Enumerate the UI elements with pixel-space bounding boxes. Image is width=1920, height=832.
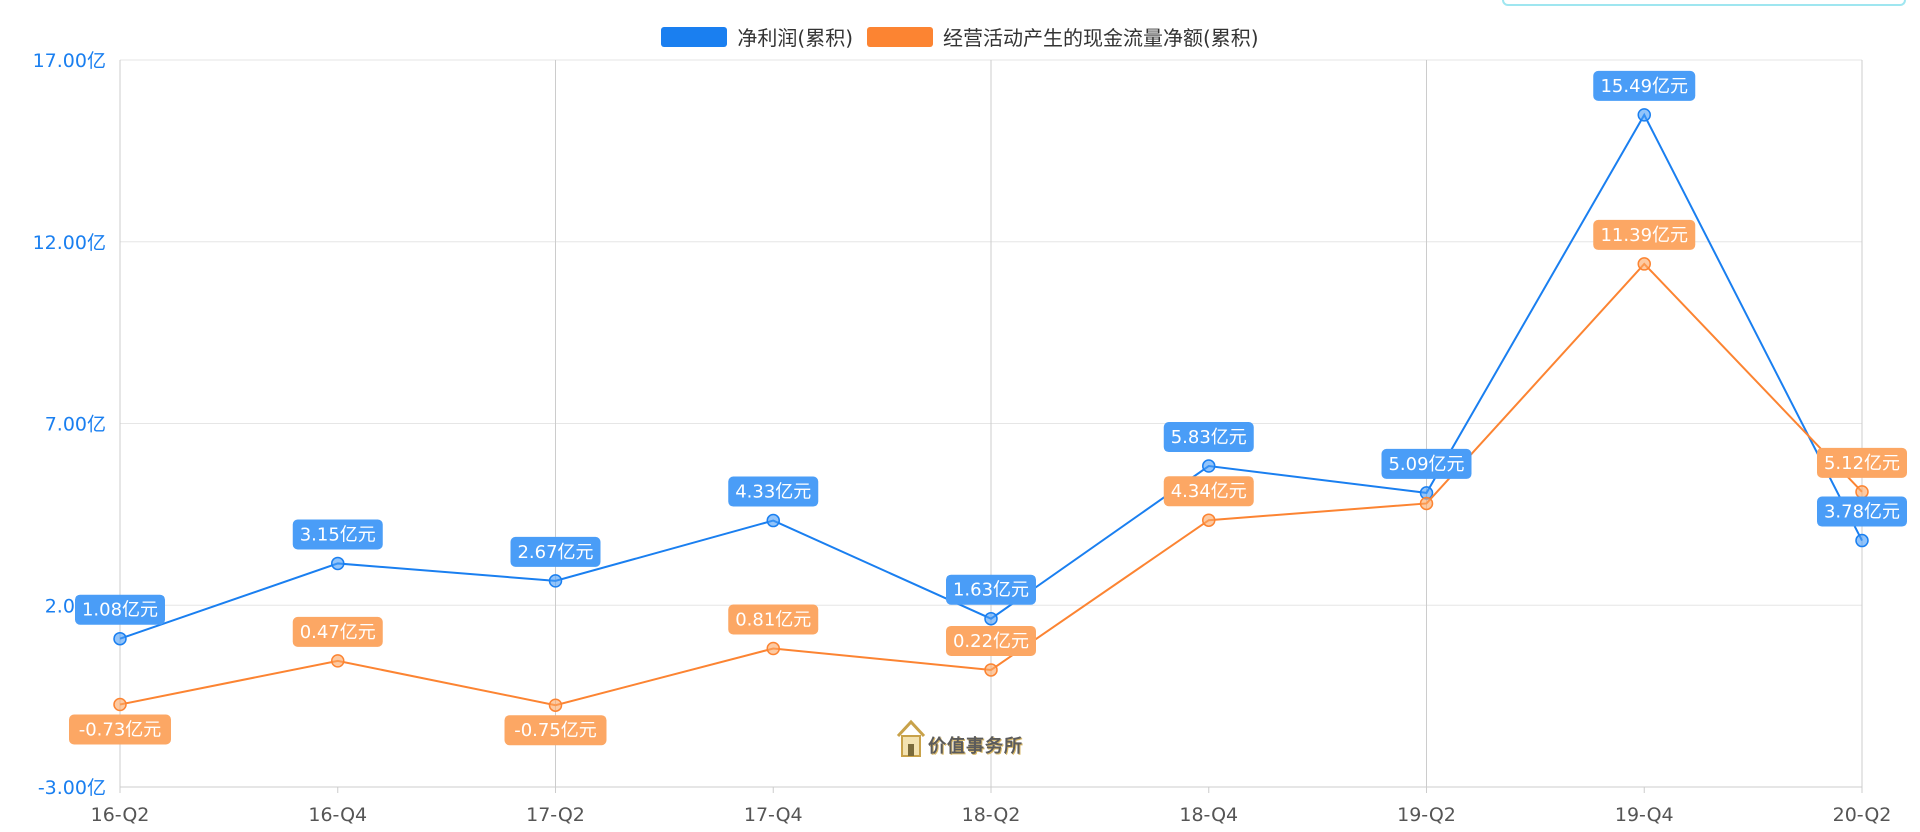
data-label-0: 4.33亿元 <box>735 482 811 503</box>
data-label-0: 1.63亿元 <box>953 580 1029 601</box>
data-label-box-0 <box>510 536 601 567</box>
legend-label-net-profit: 净利润(累积) <box>737 26 853 50</box>
data-label-1: 0.81亿元 <box>735 610 811 631</box>
data-point-0 <box>1637 108 1651 122</box>
data-point-0 <box>113 631 127 646</box>
data-label-1: -0.73亿元 <box>79 719 162 740</box>
data-point-0 <box>766 513 780 528</box>
data-point-1 <box>113 697 127 712</box>
data-label-0: 3.78亿元 <box>1824 502 1900 523</box>
data-point-1 <box>766 641 780 656</box>
watermark: 价值事务所 <box>896 718 1023 758</box>
data-label-box-1 <box>946 625 1036 656</box>
y-tick-label: 17.00亿 <box>33 50 106 72</box>
data-point-1 <box>1202 513 1216 527</box>
legend: 净利润(累积) 经营活动产生的现金流量净额(累积) <box>0 22 1920 51</box>
data-label-1: 0.22亿元 <box>953 631 1029 652</box>
data-point-1 <box>331 654 345 668</box>
data-point-1 <box>1637 257 1651 271</box>
x-tick-label: 17-Q4 <box>744 804 803 826</box>
data-label-box-0 <box>728 476 819 507</box>
data-label-box-0 <box>946 574 1036 605</box>
data-label-1: 0.47亿元 <box>300 622 376 643</box>
data-point-0 <box>1855 533 1869 548</box>
y-tick-label: 12.00亿 <box>33 232 106 254</box>
legend-label-cash-flow: 经营活动产生的现金流量净额(累积) <box>943 26 1259 50</box>
data-label-0: 2.67亿元 <box>517 542 593 563</box>
x-tick-label: 20-Q2 <box>1833 804 1892 826</box>
data-label-box-1 <box>292 616 383 647</box>
legend-swatch-net-profit <box>661 26 728 47</box>
data-label-box-1 <box>1163 476 1254 507</box>
data-label-0: 15.49亿元 <box>1600 76 1688 97</box>
x-tick-label: 18-Q2 <box>962 804 1021 826</box>
data-point-1 <box>1419 496 1434 511</box>
data-point-1 <box>1855 485 1869 499</box>
data-label-box-1 <box>504 715 607 746</box>
top-corner-box <box>1502 0 1906 6</box>
x-tick-label: 16-Q2 <box>91 804 150 826</box>
data-point-0 <box>1202 459 1216 473</box>
y-tick-label: -3.00亿 <box>38 777 106 799</box>
legend-swatch-cash-flow <box>867 26 933 47</box>
data-label-0: 5.09亿元 <box>1388 454 1464 475</box>
y-tick-label: 7.00亿 <box>45 414 106 436</box>
data-label-box-0 <box>1381 448 1472 479</box>
data-label-0: 3.15亿元 <box>300 524 376 545</box>
data-label-box-1 <box>728 604 819 635</box>
data-label-1: -0.75亿元 <box>514 720 597 741</box>
watermark-text: 价值事务所 <box>928 736 1023 757</box>
data-label-1: 11.39亿元 <box>1600 225 1688 246</box>
x-tick-label: 17-Q2 <box>526 804 585 826</box>
data-label-box-0 <box>292 519 383 550</box>
data-point-0 <box>984 611 998 626</box>
x-tick-label: 18-Q4 <box>1179 804 1238 826</box>
data-label-box-0 <box>1817 496 1907 527</box>
data-label-box-1 <box>1817 447 1907 478</box>
data-point-1 <box>984 663 998 677</box>
data-label-box-0 <box>75 594 165 625</box>
data-label-box-1 <box>1593 219 1696 250</box>
data-label-0: 5.83亿元 <box>1171 427 1247 448</box>
x-tick-label: 19-Q4 <box>1615 804 1674 826</box>
data-label-box-0 <box>1163 422 1254 453</box>
x-tick-label: 16-Q4 <box>308 804 367 826</box>
legend-item-cash-flow[interactable]: 经营活动产生的现金流量净额(累积) <box>867 22 1259 51</box>
data-point-1 <box>548 698 563 712</box>
data-point-0 <box>548 574 563 588</box>
data-label-box-0 <box>1593 70 1696 101</box>
x-tick-label: 19-Q2 <box>1397 804 1456 826</box>
house-logo-icon <box>896 719 926 757</box>
data-label-0: 1.08亿元 <box>82 600 158 621</box>
data-point-0 <box>331 556 345 571</box>
legend-item-net-profit[interactable]: 净利润(累积) <box>661 22 853 51</box>
data-label-box-1 <box>69 714 171 745</box>
data-label-1: 4.34亿元 <box>1171 481 1247 502</box>
data-label-1: 5.12亿元 <box>1824 453 1900 474</box>
